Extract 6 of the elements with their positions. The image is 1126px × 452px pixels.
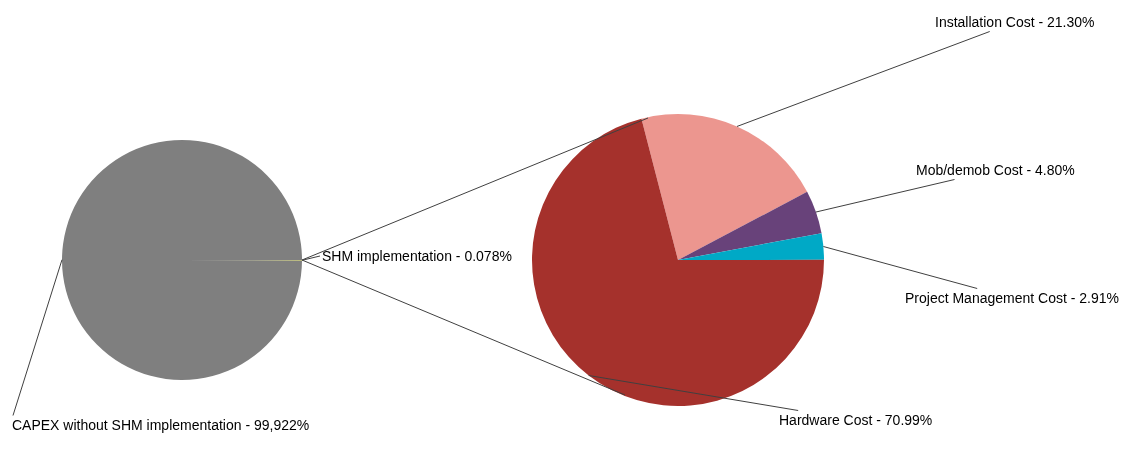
slice-label: Installation Cost - 21.30%: [935, 14, 1095, 30]
slice-label: Hardware Cost - 70.99%: [779, 412, 933, 428]
slice-label: CAPEX without SHM implementation - 99,922%: [12, 417, 310, 433]
slice-label: SHM implementation - 0.078%: [322, 248, 512, 264]
slice-label: Project Management Cost - 2.91%: [905, 290, 1119, 306]
slice-label: Mob/demob Cost - 4.80%: [916, 162, 1075, 178]
